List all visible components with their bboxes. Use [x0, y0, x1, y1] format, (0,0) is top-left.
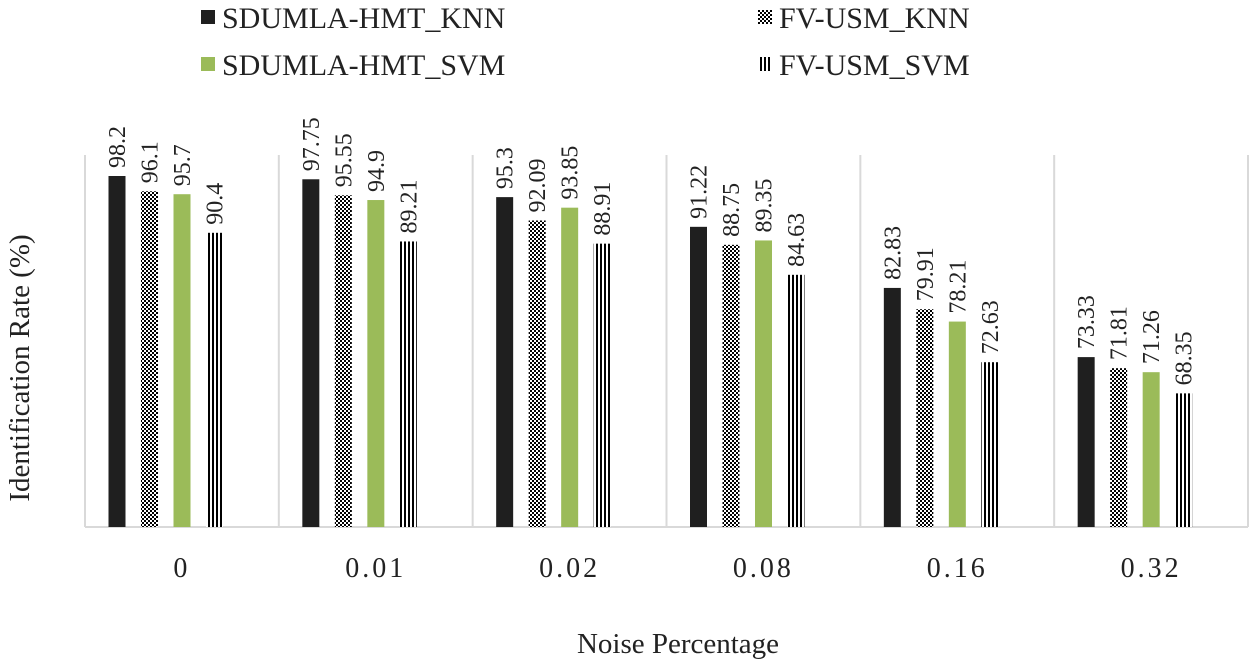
value-label-sdumla-hmt-svm-0-01: 94.9	[364, 150, 390, 192]
bar-fv-usm-svm-0-08	[787, 274, 805, 527]
legend-swatch-fv-usm-svm	[758, 57, 772, 71]
value-label-fv-usm-svm-0-01: 89.21	[396, 179, 422, 233]
value-label-sdumla-hmt-svm-0-08: 89.35	[752, 178, 778, 232]
value-label-fv-usm-knn-0-01: 95.55	[331, 133, 357, 187]
value-label-fv-usm-svm-0-16: 72.63	[978, 300, 1004, 354]
legend-swatch-sdumla-hmt-knn	[201, 10, 215, 24]
bar-fv-usm-knn-0-16	[916, 309, 934, 527]
bar-fv-usm-svm-0	[206, 232, 223, 527]
value-label-sdumla-hmt-svm-0-16: 78.21	[945, 260, 971, 314]
value-label-sdumla-hmt-knn-0-01: 97.75	[299, 117, 325, 171]
bar-sdumla-hmt-knn-0	[108, 176, 126, 527]
bar-sdumla-hmt-svm-0-16	[948, 321, 966, 527]
x-axis-title: Noise Percentage	[577, 628, 779, 660]
value-label-fv-usm-knn-0-08: 88.75	[719, 183, 745, 237]
value-label-fv-usm-knn-0: 96.1	[138, 141, 164, 183]
x-tick-0: 0	[173, 553, 190, 584]
x-tick-0-01: 0.01	[345, 553, 406, 584]
bar-sdumla-hmt-knn-0-08	[690, 226, 707, 527]
value-label-fv-usm-knn-0-16: 79.91	[913, 247, 939, 301]
bar-sdumla-hmt-knn-0-16	[883, 287, 901, 527]
bar-fv-usm-knn-0	[141, 191, 158, 527]
x-tick-0-32: 0.32	[1121, 553, 1182, 584]
value-label-sdumla-hmt-svm-0-02: 93.85	[558, 146, 584, 200]
legend-label-fv-usm-svm: FV-USM_SVM	[779, 49, 970, 82]
bar-fv-usm-svm-0-32	[1175, 393, 1193, 527]
bar-fv-usm-knn-0-08	[722, 244, 740, 527]
bar-sdumla-hmt-svm-0-32	[1142, 372, 1160, 527]
bar-sdumla-hmt-knn-0-02	[496, 197, 514, 527]
x-tick-0-02: 0.02	[539, 553, 600, 584]
bar-fv-usm-svm-0-16	[981, 362, 999, 527]
bar-sdumla-hmt-svm-0	[173, 194, 191, 528]
bars	[108, 176, 1193, 528]
value-label-fv-usm-svm-0-02: 88.91	[590, 182, 616, 236]
value-label-fv-usm-svm-0-32: 68.35	[1172, 331, 1198, 385]
bar-sdumla-hmt-knn-0-32	[1077, 357, 1095, 527]
legend-item-fv-usm-knn: FV-USM_KNN	[758, 2, 970, 35]
value-label-sdumla-hmt-knn-0: 98.2	[105, 126, 131, 168]
bar-fv-usm-svm-0-01	[399, 241, 417, 527]
value-label-sdumla-hmt-knn-0-02: 95.3	[493, 147, 519, 189]
legend-label-sdumla-hmt-svm: SDUMLA-HMT_SVM	[222, 49, 505, 82]
bar-sdumla-hmt-svm-0-01	[367, 200, 385, 527]
value-label-sdumla-hmt-knn-0-32: 73.33	[1074, 295, 1100, 349]
legend-label-fv-usm-knn: FV-USM_KNN	[779, 2, 970, 35]
x-tick-labels: 0 0.01 0.02 0.08 0.16 0.32	[173, 553, 1182, 584]
value-label-sdumla-hmt-svm-0: 95.7	[170, 144, 196, 186]
bar-sdumla-hmt-svm-0-08	[755, 240, 772, 528]
legend-item-fv-usm-svm: FV-USM_SVM	[758, 49, 970, 82]
x-tick-0-08: 0.08	[733, 553, 794, 584]
bar-fv-usm-svm-0-02	[593, 243, 611, 527]
value-label-sdumla-hmt-svm-0-32: 71.26	[1139, 310, 1165, 364]
bar-sdumla-hmt-svm-0-02	[561, 207, 579, 528]
x-tick-0-16: 0.16	[927, 553, 988, 584]
value-label-fv-usm-svm-0-08: 84.63	[784, 213, 810, 267]
y-axis-title: Identification Rate (%)	[4, 234, 36, 501]
bar-sdumla-hmt-knn-0-01	[302, 179, 320, 527]
legend-item-sdumla-hmt-knn: SDUMLA-HMT_KNN	[201, 2, 505, 35]
value-label-sdumla-hmt-knn-0-16: 82.83	[880, 226, 906, 280]
legend-label-sdumla-hmt-knn: SDUMLA-HMT_KNN	[222, 2, 505, 35]
grid-lines	[84, 155, 1249, 528]
bar-fv-usm-knn-0-01	[334, 195, 352, 527]
legend-swatch-fv-usm-knn	[758, 10, 772, 24]
value-label-fv-usm-knn-0-02: 92.09	[525, 158, 551, 212]
value-label-fv-usm-knn-0-32: 71.81	[1107, 306, 1133, 360]
value-label-sdumla-hmt-knn-0-08: 91.22	[687, 165, 713, 219]
legend: SDUMLA-HMT_KNN FV-USM_KNN SDUMLA-HMT_SVM FV…	[201, 2, 970, 82]
bar-fv-usm-knn-0-02	[528, 220, 546, 527]
value-label-fv-usm-svm-0: 90.4	[203, 183, 229, 225]
legend-swatch-sdumla-hmt-svm	[201, 57, 215, 71]
bar-fv-usm-knn-0-32	[1110, 368, 1128, 527]
legend-item-sdumla-hmt-svm: SDUMLA-HMT_SVM	[201, 49, 505, 82]
